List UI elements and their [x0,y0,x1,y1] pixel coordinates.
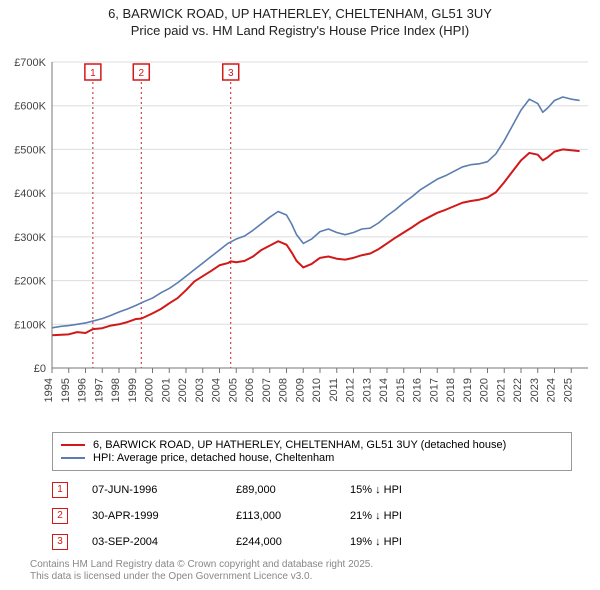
transaction-row: 2 30-APR-1999 £113,000 21% ↓ HPI [52,503,572,529]
legend-label: 6, BARWICK ROAD, UP HATHERLEY, CHELTENHA… [93,439,506,451]
title-line2: Price paid vs. HM Land Registry's House … [4,23,596,40]
series-hpi [52,97,580,328]
y-tick-label: £500K [14,144,46,156]
footer-line2: This data is licensed under the Open Gov… [30,571,572,584]
x-tick-label: 2021 [495,378,507,402]
x-tick-label: 2003 [194,378,206,402]
legend: 6, BARWICK ROAD, UP HATHERLEY, CHELTENHA… [52,432,572,471]
y-tick-label: £600K [14,100,46,112]
legend-swatch [61,444,85,446]
transaction-index-box: 3 [52,534,68,550]
x-tick-label: 2009 [294,378,306,402]
y-tick-label: £0 [34,363,46,375]
x-tick-label: 2020 [479,378,491,402]
transaction-row: 3 03-SEP-2004 £244,000 19% ↓ HPI [52,529,572,555]
x-tick-label: 2018 [445,378,457,402]
x-tick-label: 2019 [462,378,474,402]
x-tick-label: 2022 [512,378,524,402]
transaction-price: £113,000 [236,510,326,522]
transaction-price: £89,000 [236,484,326,496]
legend-swatch [61,457,85,459]
x-tick-label: 2012 [345,378,357,402]
transaction-date: 07-JUN-1996 [92,484,212,496]
x-tick-label: 2023 [529,378,541,402]
legend-item: HPI: Average price, detached house, Chel… [61,452,563,464]
x-tick-label: 1996 [77,378,89,402]
transaction-price: £244,000 [236,536,326,548]
x-tick-label: 2006 [244,378,256,402]
y-tick-label: £200K [14,275,46,287]
legend-label: HPI: Average price, detached house, Chel… [93,452,334,464]
x-tick-label: 2010 [311,378,323,402]
x-tick-label: 2016 [412,378,424,402]
transaction-delta: 21% ↓ HPI [350,510,440,522]
transaction-marker-num: 3 [228,68,234,79]
line-chart-svg: £0 £100K £200K £300K £400K £500K £600K £700K 199… [0,42,600,430]
x-tick-label: 2011 [328,378,340,402]
x-tick-label: 1994 [43,378,55,402]
x-tick-label: 2024 [546,378,558,402]
transaction-row: 1 07-JUN-1996 £89,000 15% ↓ HPI [52,477,572,503]
x-tick-label: 2014 [378,378,390,402]
chart-area: £0 £100K £200K £300K £400K £500K £600K £700K 199… [0,42,600,430]
x-tick-label: 1999 [127,378,139,402]
transactions-table: 1 07-JUN-1996 £89,000 15% ↓ HPI 2 30-APR-1999… [52,477,572,555]
y-tick-label: £100K [14,319,46,331]
x-tick-label: 1998 [110,378,122,402]
x-tick-label: 2008 [278,378,290,402]
footer-attribution: Contains HM Land Registry data © Crown c… [30,559,572,584]
footer-line1: Contains HM Land Registry data © Crown c… [30,559,572,572]
transaction-date: 30-APR-1999 [92,510,212,522]
y-tick-label: £300K [14,232,46,244]
x-tick-label: 2002 [177,378,189,402]
title-line1: 6, BARWICK ROAD, UP HATHERLEY, CHELTENHA… [4,6,596,23]
x-tick-label: 2015 [395,378,407,402]
chart-title: 6, BARWICK ROAD, UP HATHERLEY, CHELTENHA… [0,0,600,42]
x-tick-label: 2004 [211,378,223,402]
y-tick-label: £400K [14,188,46,200]
legend-item: 6, BARWICK ROAD, UP HATHERLEY, CHELTENHA… [61,439,563,451]
x-tick-label: 2017 [428,378,440,402]
x-tick-label: 2013 [361,378,373,402]
x-tick-label: 1997 [93,378,105,402]
transaction-index-box: 1 [52,482,68,498]
transaction-index-box: 2 [52,508,68,524]
y-tick-label: £700K [14,57,46,69]
transaction-delta: 15% ↓ HPI [350,484,440,496]
transaction-date: 03-SEP-2004 [92,536,212,548]
x-tick-label: 1995 [60,378,72,402]
transaction-marker-num: 2 [138,68,144,79]
x-tick-label: 2000 [144,378,156,402]
x-tick-label: 2007 [261,378,273,402]
x-tick-label: 2025 [562,378,574,402]
transaction-delta: 19% ↓ HPI [350,536,440,548]
x-tick-label: 2005 [227,378,239,402]
transaction-marker-num: 1 [90,68,96,79]
x-tick-label: 2001 [160,378,172,402]
